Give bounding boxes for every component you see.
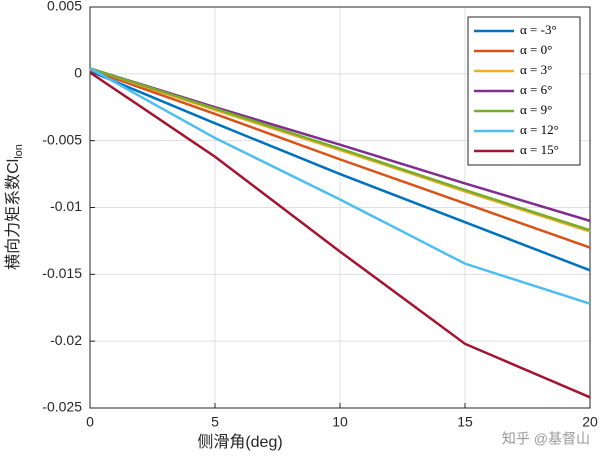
legend-label: α = 12°: [520, 122, 559, 137]
y-tick-label: -0.025: [42, 399, 82, 415]
x-axis-label: 侧滑角(deg): [197, 433, 282, 451]
y-tick-label: -0.01: [50, 198, 82, 214]
series-line: [89, 67, 591, 232]
x-tick-label: 10: [332, 414, 348, 430]
y-tick-label: -0.005: [42, 131, 82, 147]
x-tick-label: 15: [457, 414, 473, 430]
series-line: [89, 67, 591, 305]
y-axis-label-main: 横向力矩系数Cl: [4, 159, 22, 270]
watermark: 知乎 @基督山: [502, 431, 590, 447]
x-tick-label: 20: [582, 414, 598, 430]
series-line: [89, 68, 591, 249]
x-tick-label: 0: [86, 414, 94, 430]
y-tick-label: -0.015: [42, 265, 82, 281]
y-tick-label: 0.005: [47, 0, 82, 14]
legend-label: α = 6°: [520, 82, 552, 97]
legend-label: α = -3°: [520, 22, 557, 37]
y-tick-label: 0: [74, 65, 82, 81]
legend-label: α = 15°: [520, 142, 559, 157]
legend-label: α = 3°: [520, 62, 552, 77]
plot-frame: [89, 6, 591, 409]
y-axis-label-sub: lon: [13, 144, 25, 159]
series-line: [89, 70, 591, 272]
y-axis-label: 横向力矩系数Cllon: [4, 144, 25, 270]
y-tick-label: -0.02: [50, 332, 82, 348]
legend-label: α = 9°: [520, 102, 552, 117]
legend-label: α = 0°: [520, 42, 552, 57]
x-tick-label: 5: [211, 414, 219, 430]
series-line: [89, 71, 591, 399]
